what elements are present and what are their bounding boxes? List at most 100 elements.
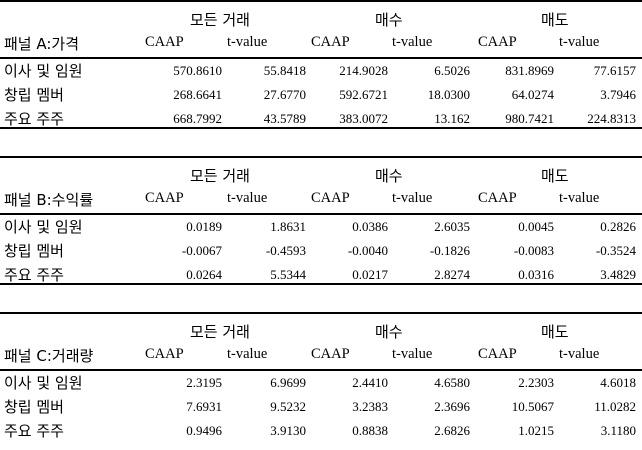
table-row: 창립 멤버 7.6931 9.5232 3.2383 2.3696 10.506… [0, 396, 642, 420]
column-header: t-value [392, 346, 433, 362]
column-header: t-value [392, 190, 433, 206]
cell-value: -0.4593 [265, 243, 306, 258]
cell-value: 11.0282 [594, 399, 636, 414]
cell-value: 2.2303 [518, 375, 554, 390]
column-header: CAAP [311, 346, 350, 362]
cell-value: 0.0264 [186, 267, 222, 282]
column-header: CAAP [478, 34, 517, 50]
table-row: 주요 주주 668.7992 43.5789 383.0072 13.162 9… [0, 108, 642, 132]
group-header-buy: 매수 [375, 167, 403, 185]
cell-value: 592.6721 [339, 87, 388, 102]
cell-value: -0.1826 [429, 243, 470, 258]
cell-value: -0.0040 [347, 243, 388, 258]
panel-a: 모든 거래 매수 매도 패널 A:가격 CAAP t-value CAAP t-… [0, 0, 642, 129]
cell-value: 570.8610 [173, 63, 222, 78]
cell-value: 0.0217 [352, 267, 388, 282]
table-row: 창립 멤버 268.6641 27.6770 592.6721 18.0300 … [0, 84, 642, 108]
cell-value: 4.6018 [600, 375, 636, 390]
row-label: 주요 주주 [4, 422, 64, 440]
row-label: 주요 주주 [4, 110, 64, 128]
group-header-buy: 매수 [375, 11, 403, 29]
column-header: CAAP [311, 34, 350, 50]
row-label: 창립 멤버 [4, 398, 64, 416]
panel-top-rule [0, 312, 642, 314]
group-header-sell: 매도 [541, 323, 569, 341]
cell-value: 268.6641 [173, 87, 222, 102]
header-rule [0, 369, 642, 371]
cell-value: 980.7421 [505, 111, 554, 126]
column-header: CAAP [311, 190, 350, 206]
group-header-all-trades: 모든 거래 [190, 167, 250, 185]
cell-value: 13.162 [434, 111, 470, 126]
column-header: CAAP [145, 190, 184, 206]
cell-value: 831.8969 [505, 63, 554, 78]
cell-value: 0.0316 [518, 267, 554, 282]
cell-value: 383.0072 [339, 111, 388, 126]
panel-bottom-rule [0, 127, 642, 129]
cell-value: 0.9496 [186, 423, 222, 438]
cell-value: 2.3195 [186, 375, 222, 390]
cell-value: -0.0083 [513, 243, 554, 258]
cell-value: 3.2383 [352, 399, 388, 414]
cell-value: 77.6157 [593, 63, 636, 78]
header-rule [0, 57, 642, 59]
panel-c: 모든 거래 매수 매도 패널 C:거래량 CAAP t-value CAAP t… [0, 312, 642, 440]
cell-value: 64.0274 [511, 87, 554, 102]
table-row: 이사 및 임원 0.0189 1.8631 0.0386 2.6035 0.00… [0, 216, 642, 240]
cell-value: 2.3696 [434, 399, 470, 414]
cell-value: 2.4410 [352, 375, 388, 390]
cell-value: 214.9028 [339, 63, 388, 78]
row-label: 창립 멤버 [4, 86, 64, 104]
cell-value: 2.6826 [434, 423, 470, 438]
panel-top-rule [0, 0, 642, 2]
cell-value: 1.0215 [518, 423, 554, 438]
cell-value: 0.0386 [352, 219, 388, 234]
cell-value: 10.5067 [511, 399, 554, 414]
row-label: 이사 및 임원 [4, 218, 83, 236]
cell-value: 668.7992 [173, 111, 222, 126]
cell-value: 2.8274 [434, 267, 470, 282]
row-label: 창립 멤버 [4, 242, 64, 260]
cell-value: 0.8838 [352, 423, 388, 438]
cell-value: 2.6035 [434, 219, 470, 234]
cell-value: 18.0300 [427, 87, 470, 102]
cell-value: 0.0189 [186, 219, 222, 234]
cell-value: 3.7946 [600, 87, 636, 102]
cell-value: 0.2826 [600, 219, 636, 234]
cell-value: 55.8418 [263, 63, 306, 78]
panel-b: 모든 거래 매수 매도 패널 B:수익률 CAAP t-value CAAP t… [0, 156, 642, 285]
cell-value: 9.5232 [270, 399, 306, 414]
table-row: 이사 및 임원 570.8610 55.8418 214.9028 6.5026… [0, 60, 642, 84]
cell-value: 6.9699 [270, 375, 306, 390]
table-row: 이사 및 임원 2.3195 6.9699 2.4410 4.6580 2.23… [0, 372, 642, 396]
table-row: 주요 주주 0.9496 3.9130 0.8838 2.6826 1.0215… [0, 420, 642, 444]
cell-value: 27.6770 [263, 87, 306, 102]
column-header: t-value [392, 34, 433, 50]
cell-value: -0.3524 [595, 243, 636, 258]
cell-value: 0.0045 [518, 219, 554, 234]
row-label: 이사 및 임원 [4, 62, 83, 80]
cell-value: 6.5026 [434, 63, 470, 78]
cell-value: 43.5789 [263, 111, 306, 126]
panel-title: 패널 C:거래량 [4, 347, 94, 365]
cell-value: 3.9130 [270, 423, 306, 438]
cell-value: 4.6580 [434, 375, 470, 390]
header-rule [0, 213, 642, 215]
column-header: t-value [559, 346, 600, 362]
column-header: t-value [559, 34, 600, 50]
panel-title: 패널 A:가격 [4, 35, 80, 53]
row-label: 주요 주주 [4, 266, 64, 284]
cell-value: 3.1180 [600, 423, 636, 438]
column-header: CAAP [478, 190, 517, 206]
column-header: CAAP [145, 346, 184, 362]
cell-value: -0.0067 [181, 243, 222, 258]
column-header: t-value [227, 34, 268, 50]
column-header: CAAP [145, 34, 184, 50]
column-header: CAAP [478, 346, 517, 362]
table-row: 주요 주주 0.0264 5.5344 0.0217 2.8274 0.0316… [0, 264, 642, 288]
cell-value: 3.4829 [600, 267, 636, 282]
row-label: 이사 및 임원 [4, 374, 83, 392]
panel-title: 패널 B:수익률 [4, 191, 94, 209]
cell-value: 7.6931 [186, 399, 222, 414]
group-header-all-trades: 모든 거래 [190, 323, 250, 341]
